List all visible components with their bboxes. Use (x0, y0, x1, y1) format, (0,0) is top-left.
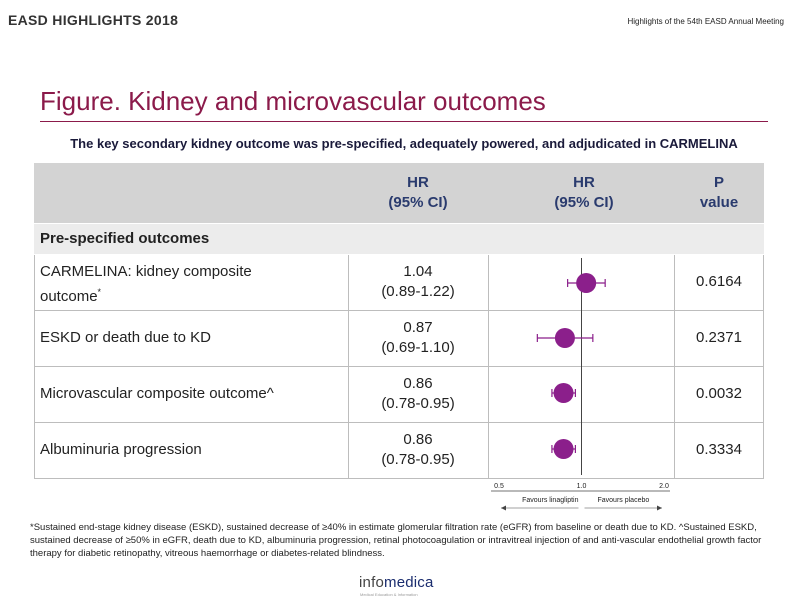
row-divider (34, 478, 764, 479)
tick-label: 2.0 (659, 483, 669, 490)
header-brand: EASD HIGHLIGHTS 2018 (8, 12, 179, 28)
infomedica-logo: infomedica (359, 574, 434, 591)
hr-ci: (0.89-1.22) (381, 283, 455, 300)
outcomes-table: HR (95% CI) HR (95% CI) P value Pre-spec… (34, 163, 764, 483)
table-row: Microvascular composite outcome^ 0.86 (0… (34, 367, 764, 421)
plot-column-header: HR (95% CI) (514, 173, 654, 213)
p-value: 0.6164 (696, 273, 742, 290)
outcome-name-line1: CARMELINA: kidney composite (40, 263, 252, 280)
outcome-name: Microvascular composite outcome^ (40, 385, 274, 402)
tick-label: 0.5 (494, 483, 504, 490)
row-divider (34, 422, 764, 423)
hr-header-line1: HR (407, 174, 429, 191)
hr-ci: (0.78-0.95) (381, 451, 455, 468)
logo-part1: info (359, 574, 384, 591)
section-row: Pre-specified outcomes (34, 224, 764, 254)
outcome-name: CARMELINA: kidney composite outcome* (40, 262, 252, 307)
title-divider (40, 121, 768, 122)
table-row: CARMELINA: kidney composite outcome* 1.0… (34, 255, 764, 309)
hr-column-header: HR (95% CI) (348, 173, 488, 213)
outcome-name-line2: outcome (40, 288, 98, 305)
hr-point: 0.87 (403, 319, 433, 336)
p-value: 0.2371 (696, 329, 742, 346)
favours-left-arrowhead (501, 505, 506, 511)
hr-marker (553, 383, 574, 403)
section-label: Pre-specified outcomes (40, 230, 210, 247)
p-header-line2: value (699, 194, 739, 211)
column-divider (34, 255, 35, 479)
hr-marker (576, 273, 597, 293)
hr-value: 0.86 (0.78-0.95) (348, 430, 488, 470)
hr-value: 0.87 (0.69-1.10) (348, 318, 488, 358)
p-column-header: P value (674, 173, 764, 213)
table-row: ESKD or death due to KD 0.87 (0.69-1.10)… (34, 311, 764, 365)
figure-subtitle: The key secondary kidney outcome was pre… (70, 136, 738, 151)
plot-header-line1: HR (573, 174, 595, 191)
hr-value: 1.04 (0.89-1.22) (348, 262, 488, 302)
column-divider (763, 255, 764, 479)
hr-value: 0.86 (0.78-0.95) (348, 374, 488, 414)
hr-point: 0.86 (403, 375, 433, 392)
row-divider (34, 366, 764, 367)
forest-plot: 0.5 1.0 2.0 Favours linagliptin Favours plac… (491, 258, 670, 511)
p-value: 0.0032 (696, 385, 742, 402)
plot-header-line2: (95% CI) (554, 194, 614, 211)
logo-tagline: Medical Education & Information (360, 592, 418, 597)
table-header: HR (95% CI) HR (95% CI) P value (34, 163, 764, 223)
column-divider (348, 255, 349, 479)
outcome-name: ESKD or death due to KD (40, 329, 211, 346)
outcome-name: Albuminuria progression (40, 441, 202, 458)
favours-left-label: Favours linagliptin (522, 497, 579, 504)
p-header-line1: P (713, 174, 724, 191)
footnote-marker: * (97, 287, 102, 297)
column-divider (488, 255, 489, 479)
hr-marker (553, 439, 574, 459)
hr-ci: (0.78-0.95) (381, 395, 455, 412)
figure-title: Figure. Kidney and microvascular outcome… (40, 86, 546, 116)
logo-part2: medica (384, 574, 434, 591)
hr-ci: (0.69-1.10) (381, 339, 455, 356)
favours-right-arrowhead (657, 505, 662, 511)
header-meeting: Highlights of the 54th EASD Annual Meeti… (627, 17, 784, 26)
table-row: Albuminuria progression 0.86 (0.78-0.95)… (34, 423, 764, 477)
tick-label: 1.0 (577, 483, 587, 490)
row-divider (34, 310, 764, 311)
p-value: 0.3334 (696, 441, 742, 458)
hr-point: 0.86 (403, 431, 433, 448)
column-divider (674, 255, 675, 479)
hr-marker (554, 328, 575, 348)
footnote: *Sustained end-stage kidney disease (ESK… (30, 522, 762, 559)
hr-header-line2: (95% CI) (388, 194, 448, 211)
hr-point: 1.04 (403, 263, 433, 280)
favours-right-label: Favours placebo (598, 497, 650, 504)
